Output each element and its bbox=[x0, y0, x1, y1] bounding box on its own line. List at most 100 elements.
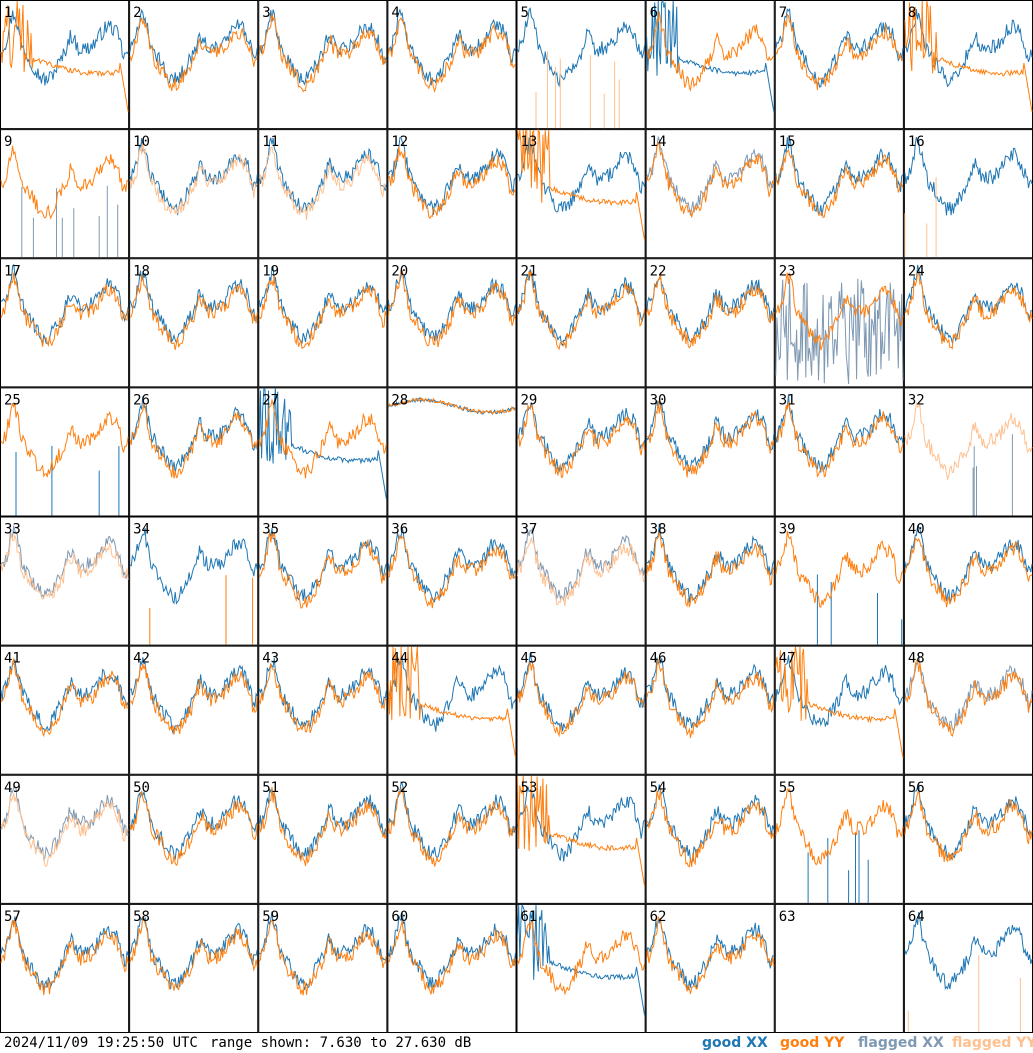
tile-label: 53 bbox=[521, 780, 538, 796]
tile-42: 42 bbox=[129, 645, 259, 775]
series-xx-38 bbox=[646, 523, 775, 603]
tile-7: 7 bbox=[774, 0, 904, 130]
series-yy-40 bbox=[904, 536, 1033, 608]
tile-frame bbox=[129, 0, 259, 130]
tile-17: 17 bbox=[0, 258, 130, 388]
tile-label: 3 bbox=[262, 5, 270, 21]
tile-label: 47 bbox=[779, 651, 796, 667]
tile-frame bbox=[645, 0, 775, 130]
series-yy-1 bbox=[0, 0, 129, 112]
series-yy-13 bbox=[517, 128, 646, 241]
tile-56: 56 bbox=[903, 774, 1033, 904]
series-yy-15 bbox=[775, 148, 904, 219]
series-xx-55 bbox=[807, 830, 869, 903]
series-yy-42 bbox=[130, 663, 258, 735]
tile-50: 50 bbox=[129, 774, 259, 904]
tile-9: 9 bbox=[0, 129, 130, 259]
tile-frame bbox=[774, 0, 904, 130]
series-xx-11 bbox=[258, 137, 387, 213]
tile-label: 63 bbox=[779, 909, 796, 925]
series-xx-45 bbox=[517, 652, 646, 732]
series-yy-52 bbox=[387, 787, 516, 867]
tile-frame bbox=[903, 258, 1033, 388]
tile-frame bbox=[516, 645, 646, 775]
series-xx-53 bbox=[517, 786, 645, 862]
series-xx-23 bbox=[775, 278, 904, 385]
series-yy-11 bbox=[258, 146, 387, 221]
tile-frame bbox=[645, 774, 775, 904]
tile-51: 51 bbox=[258, 774, 388, 904]
tile-label: 50 bbox=[133, 780, 150, 796]
series-xx-18 bbox=[129, 270, 258, 345]
series-yy-44 bbox=[387, 646, 516, 758]
tile-frame bbox=[129, 129, 259, 259]
tile-label: 56 bbox=[908, 780, 925, 796]
series-yy-41 bbox=[0, 657, 129, 738]
tile-label: 11 bbox=[262, 134, 279, 150]
tile-62: 62 bbox=[645, 903, 775, 1033]
series-yy-48 bbox=[904, 658, 1033, 737]
tile-18: 18 bbox=[129, 258, 259, 388]
tile-40: 40 bbox=[903, 516, 1033, 646]
series-yy-14 bbox=[646, 141, 775, 218]
tile-label: 48 bbox=[908, 651, 925, 667]
tile-label: 41 bbox=[4, 651, 21, 667]
tile-frame bbox=[645, 258, 775, 388]
tile-47: 47 bbox=[774, 645, 904, 775]
tile-frame bbox=[258, 516, 388, 646]
tile-frame bbox=[774, 645, 904, 775]
tile-4: 4 bbox=[387, 0, 517, 130]
series-yy-10 bbox=[129, 143, 258, 215]
tile-21: 21 bbox=[516, 258, 646, 388]
legend-flagged-xx: flagged XX bbox=[858, 1035, 944, 1051]
tile-label: 51 bbox=[262, 780, 279, 796]
tile-label: 31 bbox=[779, 392, 796, 408]
tile-39: 39 bbox=[774, 516, 904, 646]
tile-58: 58 bbox=[129, 903, 259, 1033]
series-xx-6 bbox=[646, 0, 775, 112]
series-yy-37 bbox=[517, 537, 646, 607]
tile-frame bbox=[774, 774, 904, 904]
series-xx-13 bbox=[517, 137, 646, 213]
series-yy-9 bbox=[0, 145, 129, 220]
tile-label: 24 bbox=[908, 263, 925, 279]
timestamp: 2024/11/09 19:25:50 UTC bbox=[4, 1035, 198, 1051]
series-yy-16 bbox=[904, 177, 937, 258]
series-yy-2 bbox=[129, 17, 258, 92]
series-yy-8 bbox=[904, 0, 1033, 112]
tile-24: 24 bbox=[903, 258, 1033, 388]
tile-label: 57 bbox=[4, 909, 21, 925]
tile-label: 9 bbox=[4, 134, 12, 150]
tile-label: 59 bbox=[262, 909, 279, 925]
tile-label: 34 bbox=[133, 522, 150, 538]
series-xx-41 bbox=[0, 659, 129, 733]
tile-label: 13 bbox=[521, 134, 538, 150]
tile-label: 29 bbox=[521, 392, 538, 408]
series-xx-62 bbox=[646, 918, 774, 991]
series-yy-36 bbox=[388, 534, 516, 609]
series-yy-49 bbox=[0, 793, 129, 867]
tile-frame bbox=[129, 645, 259, 775]
tile-frame bbox=[387, 387, 517, 517]
tile-label: 20 bbox=[391, 263, 408, 279]
tile-frame bbox=[258, 387, 388, 517]
series-xx-14 bbox=[646, 135, 775, 216]
series-yy-17 bbox=[0, 272, 129, 348]
series-xx-16 bbox=[904, 136, 1033, 216]
tile-27: 27 bbox=[258, 387, 388, 517]
tile-53: 53 bbox=[516, 774, 646, 904]
series-xx-17 bbox=[0, 263, 129, 346]
series-xx-36 bbox=[387, 527, 516, 603]
tile-frame bbox=[645, 645, 775, 775]
tile-frame bbox=[903, 903, 1033, 1033]
tile-28: 28 bbox=[387, 387, 517, 517]
tile-frame bbox=[129, 516, 259, 646]
series-xx-25 bbox=[15, 445, 120, 516]
tile-label: 62 bbox=[650, 909, 667, 925]
tile-52: 52 bbox=[387, 774, 517, 904]
tile-label: 64 bbox=[908, 909, 925, 925]
tile-48: 48 bbox=[903, 645, 1033, 775]
legend-flagged-yy: flagged YY bbox=[952, 1035, 1033, 1051]
series-yy-18 bbox=[129, 274, 258, 350]
